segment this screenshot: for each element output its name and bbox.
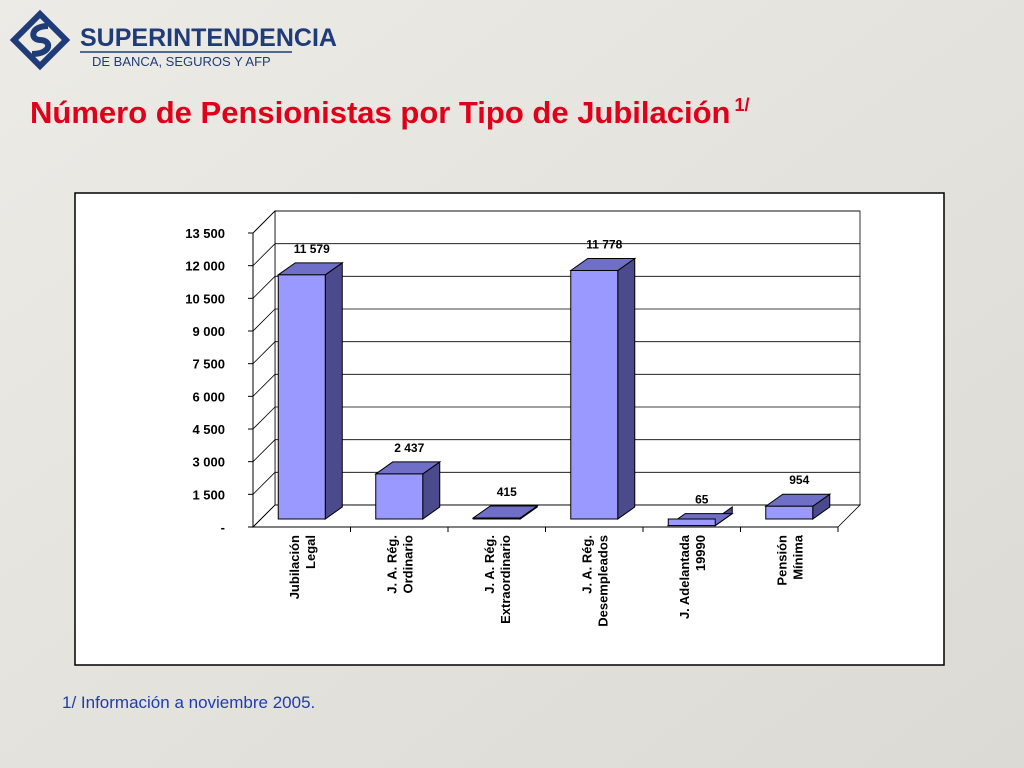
x-tick-label: Legal: [303, 535, 318, 569]
footnote: 1/ Información a noviembre 2005.: [62, 693, 315, 712]
x-tick-label: 19990: [693, 535, 708, 571]
bar-front: [765, 505, 814, 520]
bar-front: [570, 270, 619, 520]
bar-front: [472, 517, 521, 520]
bar: [666, 506, 734, 527]
y-tick-label: 12 000: [185, 259, 225, 274]
y-tick-label: 3 000: [192, 455, 225, 470]
grid-line: [252, 504, 276, 528]
back-wall: [274, 210, 861, 506]
grid-line: [252, 374, 276, 397]
x-tick-label: J. A. Rég.: [579, 535, 594, 594]
grid-line: [252, 210, 276, 234]
x-tick-label: Ordinario: [400, 535, 415, 594]
grid-line: [252, 308, 276, 332]
bar-front: [667, 518, 716, 527]
value-label: 65: [695, 493, 709, 507]
grid-line: [252, 341, 276, 364]
x-tick-label: Extraordinario: [498, 535, 513, 624]
chart-title: Número de Pensionistas por Tipo de Jubil…: [30, 95, 750, 130]
y-tick-label: 9 000: [192, 324, 225, 339]
value-label: 11 579: [294, 242, 330, 256]
value-label: 11 778: [586, 238, 622, 252]
grid-line: [252, 243, 276, 266]
bar: [764, 493, 832, 520]
bar-front: [375, 473, 424, 520]
bar: [471, 504, 539, 520]
x-tick-label: Mínima: [790, 534, 805, 580]
grid-line: [252, 406, 276, 430]
x-tick-label: J. A. Rég.: [384, 535, 399, 594]
value-label: 2 437: [394, 441, 424, 455]
bar: [374, 460, 442, 520]
grid-line: [252, 439, 276, 462]
value-label: 415: [497, 485, 517, 499]
grid-line: [252, 472, 276, 495]
bar-side: [617, 257, 636, 520]
logo-subtitle: DE BANCA, SEGUROS Y AFP: [92, 54, 271, 69]
y-tick-label: 10 500: [185, 291, 225, 306]
y-tick-label: 4 500: [192, 422, 225, 437]
y-tick-label: -: [221, 520, 225, 535]
bar: [569, 257, 637, 520]
y-tick-label: 1 500: [192, 487, 225, 502]
x-tick-label: Jubilación: [287, 535, 302, 599]
x-tick-label: J. A. Rég.: [482, 535, 497, 594]
bar: [276, 261, 344, 520]
x-tick-label: Desempleados: [595, 535, 610, 627]
logo: [9, 9, 71, 71]
bar-front: [277, 274, 326, 520]
value-label: 954: [789, 473, 809, 487]
bar-side: [324, 261, 343, 520]
x-tick-label: Pensión: [774, 535, 789, 586]
y-tick-label: 13 500: [185, 226, 225, 241]
x-tick-label: J. Adelantada: [677, 534, 692, 619]
side-wall: [252, 210, 276, 528]
logo-title: SUPERINTENDENCIA: [80, 24, 337, 52]
grid-line: [252, 276, 276, 299]
y-tick-label: 7 500: [192, 357, 225, 372]
y-tick-label: 6 000: [192, 389, 225, 404]
